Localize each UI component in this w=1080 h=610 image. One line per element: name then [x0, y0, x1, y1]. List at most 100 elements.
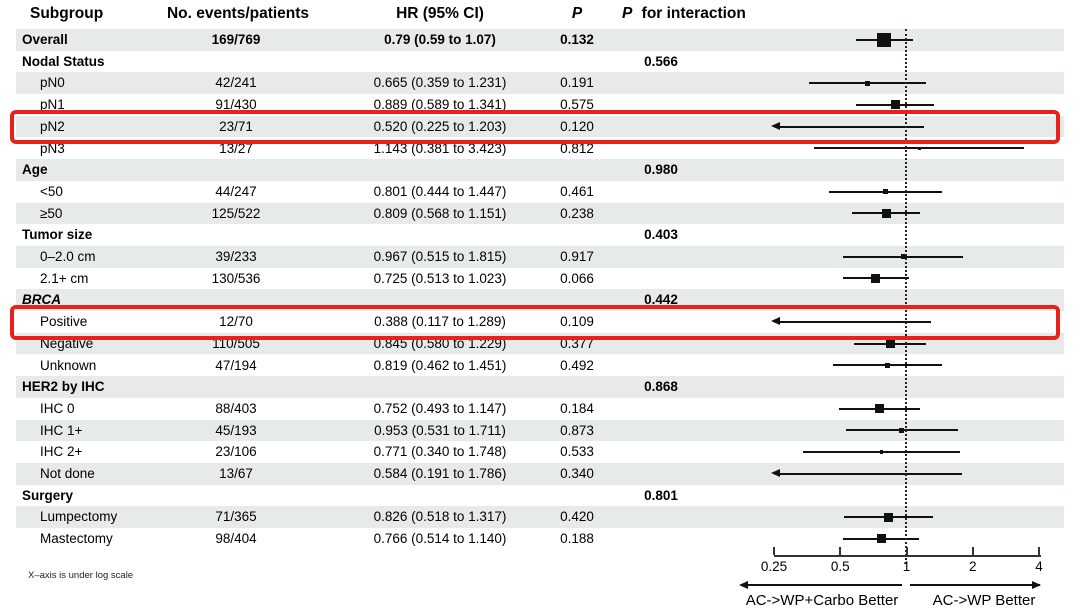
p-value: 0.575 — [560, 97, 594, 113]
hr-point-marker — [881, 208, 891, 218]
table-row: <50 44/247 0.801 (0.444 to 1.447) 0.461 — [0, 181, 1080, 203]
subgroup-label: ≥50 — [40, 205, 63, 221]
hr-ci-value: 0.79 (0.59 to 1.07) — [384, 32, 496, 47]
table-row: Lumpectomy 71/365 0.826 (0.518 to 1.317) 0.… — [0, 506, 1080, 529]
table-row: Positive 12/70 0.388 (0.117 to 1.289) 0.109 — [0, 311, 1080, 333]
hr-ci-value: 0.584 (0.191 to 1.786) — [373, 466, 507, 481]
row-shade-band — [16, 202, 1064, 225]
hr-point-marker — [885, 339, 895, 349]
group-row: Surgery 0.801 — [0, 485, 1080, 507]
reference-line-hr1 — [905, 29, 907, 564]
axis-tick — [839, 547, 842, 555]
hr-point-marker — [900, 254, 906, 260]
right-direction-arrow-line — [910, 584, 1040, 586]
hr-ci-value: 0.752 (0.493 to 1.147) — [373, 400, 507, 416]
axis-tick-label: 0.5 — [830, 559, 850, 574]
left-direction-label: AC->WP+Carbo Better — [745, 592, 899, 609]
column-header-p: P — [571, 5, 583, 22]
hr-ci-value: 0.665 (0.359 to 1.231) — [373, 75, 507, 91]
subgroup-label: pN2 — [40, 118, 65, 134]
events-patients-value: 71/365 — [215, 509, 257, 525]
table-row: IHC 1+ 45/193 0.953 (0.531 to 1.711) 0.873 — [0, 419, 1080, 442]
row-shade-band — [16, 376, 1064, 398]
events-patients-value: 12/70 — [219, 314, 253, 330]
hr-ci-value: 0.967 (0.515 to 1.815) — [373, 249, 507, 264]
events-patients-value: 13/67 — [219, 466, 253, 481]
events-patients-value: 45/193 — [215, 422, 257, 438]
p-value: 0.917 — [560, 249, 594, 264]
events-patients-value: 13/27 — [219, 140, 253, 156]
hr-point-marker — [871, 273, 881, 283]
row-shade-band — [16, 463, 1064, 485]
hr-point-marker — [876, 534, 886, 544]
p-value: 0.188 — [560, 531, 594, 547]
row-shade-band — [16, 29, 1064, 51]
p-value: 0.461 — [560, 183, 594, 199]
hr-ci-value: 0.953 (0.531 to 1.711) — [374, 422, 506, 438]
left-direction-arrow-head-icon — [739, 580, 748, 589]
p-interaction-value: 0.801 — [644, 487, 678, 503]
subgroup-label: Not done — [40, 466, 95, 481]
row-shade-band — [16, 246, 1064, 268]
events-patients-value: 169/769 — [211, 32, 261, 47]
table-row: pN1 91/430 0.889 (0.589 to 1.341) 0.575 — [0, 94, 1080, 116]
p-interaction-value: 0.868 — [644, 379, 678, 395]
table-row: IHC 0 88/403 0.752 (0.493 to 1.147) 0.184 — [0, 398, 1080, 420]
table-row: Not done 13/67 0.584 (0.191 to 1.786) 0.340 — [0, 463, 1080, 485]
hr-ci-value: 0.801 (0.444 to 1.447) — [373, 183, 507, 199]
highlight-box — [10, 305, 1060, 340]
subgroup-label: Surgery — [22, 487, 74, 503]
subgroup-label: Unknown — [40, 357, 97, 373]
axis-tick-label: 2 — [969, 559, 977, 574]
column-header-p-interaction-p: P — [622, 5, 633, 22]
p-interaction-value: 0.566 — [644, 53, 678, 69]
group-row: Age 0.980 — [0, 159, 1080, 181]
p-value: 0.191 — [560, 75, 594, 91]
hr-ci-value: 0.520 (0.225 to 1.203) — [373, 118, 507, 134]
p-value: 0.812 — [560, 140, 594, 156]
table-row: pN2 23/71 0.520 (0.225 to 1.203) 0.120 — [0, 115, 1080, 138]
right-direction-label: AC->WP Better — [932, 592, 1036, 609]
events-patients-value: 125/522 — [211, 205, 261, 221]
hr-ci-value: 0.388 (0.117 to 1.289) — [374, 314, 506, 330]
p-interaction-value: 0.442 — [644, 292, 678, 308]
axis-tick-label: 1 — [902, 559, 911, 574]
ci-line — [775, 472, 962, 475]
hr-point-marker — [899, 427, 905, 433]
hr-point-marker — [879, 450, 884, 454]
events-patients-value: 91/430 — [215, 97, 257, 113]
subgroup-label: Lumpectomy — [40, 509, 118, 525]
events-patients-value: 88/403 — [215, 400, 257, 416]
ci-clamp-arrow-icon — [771, 317, 780, 326]
table-row: pN3 13/27 1.143 (0.381 to 3.423) 0.812 — [0, 138, 1080, 160]
p-value: 0.238 — [560, 205, 594, 221]
axis-tick — [971, 547, 974, 555]
p-value: 0.340 — [560, 466, 594, 481]
column-header-subgroup: Subgroup — [30, 5, 104, 22]
p-value: 0.492 — [560, 357, 594, 373]
events-patients-value: 47/194 — [215, 357, 257, 373]
group-row: Nodal Status 0.566 — [0, 51, 1080, 73]
subgroup-label: Positive — [40, 314, 88, 330]
subgroup-label: IHC 0 — [40, 400, 75, 416]
hr-point-marker — [884, 362, 890, 368]
axis-tick — [1038, 547, 1040, 555]
hr-point-marker — [917, 146, 921, 151]
subgroup-label: Mastectomy — [40, 531, 113, 547]
axis-line — [774, 555, 1041, 557]
p-value: 0.184 — [560, 400, 594, 416]
hr-point-marker — [890, 100, 900, 110]
ci-line — [775, 125, 925, 128]
subgroup-label: BRCA — [22, 292, 61, 308]
p-value: 0.120 — [560, 118, 594, 134]
axis-tick-label: 4 — [1035, 559, 1043, 574]
p-value: 0.066 — [560, 270, 594, 286]
hr-ci-value: 0.826 (0.518 to 1.317) — [373, 509, 507, 525]
hr-point-marker — [877, 32, 891, 47]
hr-ci-value: 0.819 (0.462 to 1.451) — [373, 357, 507, 373]
left-direction-arrow-line — [742, 584, 902, 586]
subgroup-label: 2.1+ cm — [40, 270, 89, 286]
row-shade-band — [16, 72, 1064, 95]
hr-ci-value: 0.809 (0.568 to 1.151) — [373, 205, 507, 221]
